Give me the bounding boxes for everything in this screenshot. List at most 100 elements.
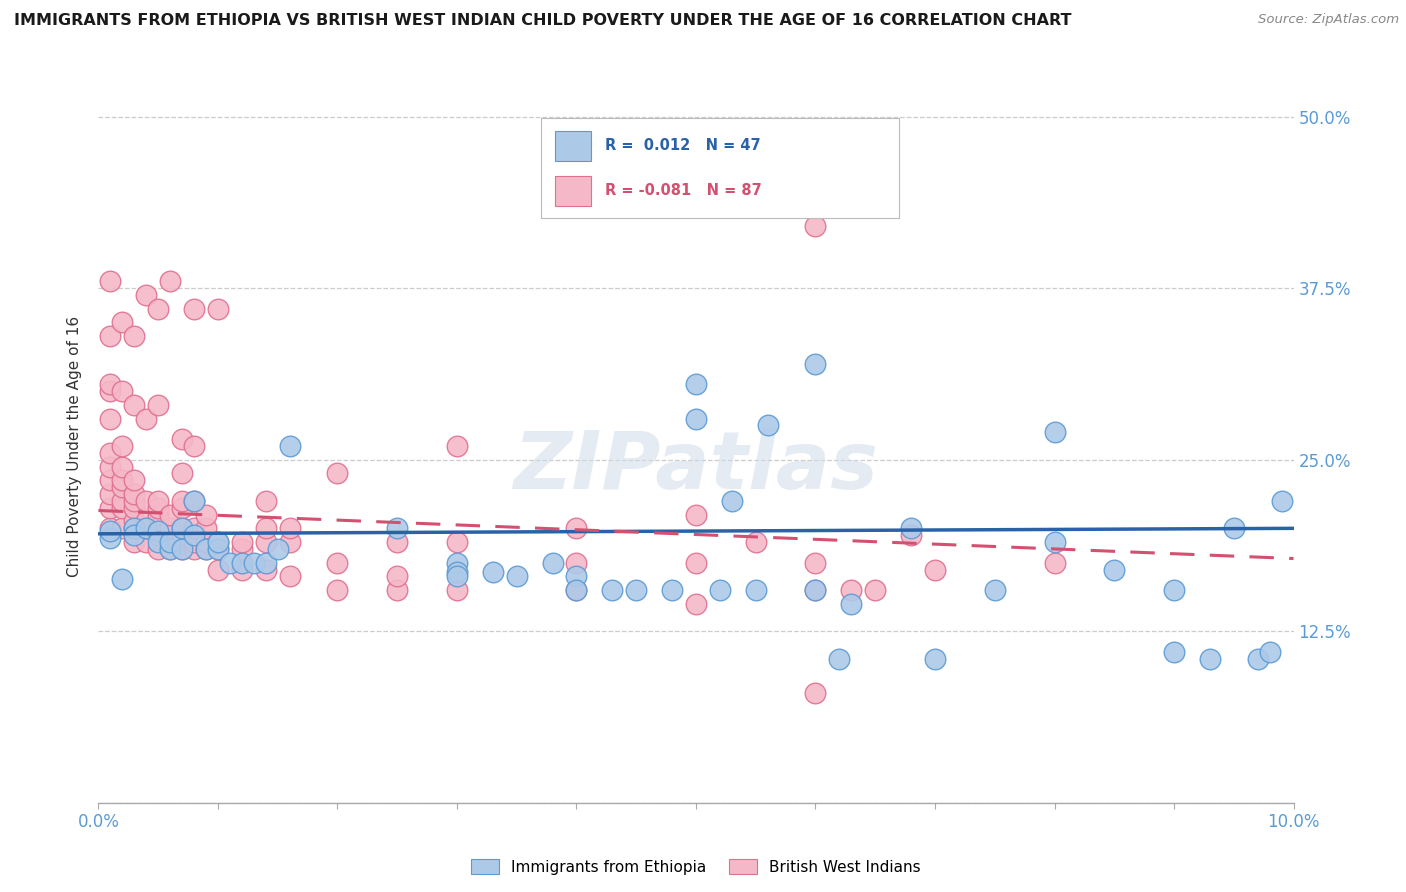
Point (124, 535, 146, 549)
Point (100, 459, 122, 474)
Point (278, 521, 301, 535)
Point (148, 524, 170, 538)
Text: R =  0.012   N = 47: R = 0.012 N = 47 (605, 138, 761, 153)
Point (172, 432, 194, 446)
Point (385, 535, 409, 549)
Point (195, 541, 218, 556)
Point (804, 583, 827, 598)
Point (100, 487, 122, 501)
Point (446, 439, 468, 453)
FancyBboxPatch shape (555, 176, 591, 206)
Point (1258, 645, 1281, 659)
Point (207, 541, 229, 556)
Point (602, 583, 624, 598)
Point (111, 494, 134, 508)
Point (111, 521, 134, 535)
Point (159, 528, 181, 542)
Point (172, 521, 194, 535)
Point (207, 541, 229, 556)
Point (254, 535, 277, 549)
Point (172, 528, 194, 542)
Point (100, 329, 122, 343)
Point (865, 583, 887, 598)
Point (100, 473, 122, 487)
Point (159, 541, 181, 556)
Point (804, 357, 827, 371)
Point (183, 541, 205, 556)
Point (207, 562, 229, 576)
Point (1163, 645, 1185, 659)
Point (172, 521, 194, 535)
Point (183, 494, 205, 508)
Point (207, 535, 229, 549)
Point (541, 556, 564, 570)
Point (828, 651, 851, 665)
Point (231, 556, 253, 570)
Point (924, 651, 946, 665)
Point (111, 439, 134, 453)
Point (148, 535, 170, 549)
Point (111, 480, 134, 494)
Point (172, 467, 194, 481)
Point (1043, 556, 1066, 570)
Point (900, 521, 922, 535)
FancyBboxPatch shape (555, 131, 591, 161)
Point (183, 301, 205, 316)
Point (183, 528, 205, 542)
Point (172, 494, 194, 508)
Point (1247, 651, 1270, 665)
Point (124, 528, 146, 542)
Point (135, 535, 157, 549)
Point (565, 583, 588, 598)
Point (124, 515, 146, 529)
Text: IMMIGRANTS FROM ETHIOPIA VS BRITISH WEST INDIAN CHILD POVERTY UNDER THE AGE OF 1: IMMIGRANTS FROM ETHIOPIA VS BRITISH WEST… (14, 13, 1071, 29)
Point (124, 500, 146, 515)
Point (159, 521, 181, 535)
Point (159, 541, 181, 556)
Point (172, 541, 194, 556)
Point (756, 418, 779, 433)
Point (841, 597, 863, 611)
Point (172, 500, 194, 515)
Point (565, 569, 588, 583)
Point (446, 556, 468, 570)
Point (1163, 583, 1185, 598)
Point (924, 562, 946, 576)
Point (111, 473, 134, 487)
Point (385, 521, 409, 535)
Point (148, 494, 170, 508)
Point (124, 494, 146, 508)
Point (709, 583, 731, 598)
Text: Source: ZipAtlas.com: Source: ZipAtlas.com (1258, 13, 1399, 27)
Point (100, 384, 122, 398)
Point (685, 377, 707, 392)
Point (207, 301, 229, 316)
Point (865, 178, 887, 193)
Point (124, 473, 146, 487)
Point (195, 541, 218, 556)
Point (148, 398, 170, 412)
Point (111, 572, 134, 586)
Point (100, 500, 122, 515)
Point (984, 583, 1007, 598)
Point (1271, 494, 1294, 508)
Point (183, 535, 205, 549)
Point (745, 583, 768, 598)
Point (195, 535, 218, 549)
Point (100, 411, 122, 425)
Point (183, 494, 205, 508)
Point (1104, 562, 1126, 576)
Point (111, 316, 134, 330)
Point (231, 535, 253, 549)
Point (148, 500, 170, 515)
Point (661, 583, 683, 598)
Point (135, 521, 157, 535)
Point (100, 524, 122, 538)
Point (326, 467, 349, 481)
Point (135, 521, 157, 535)
Point (111, 384, 134, 398)
Point (1223, 521, 1246, 535)
Point (685, 411, 707, 425)
Point (135, 411, 157, 425)
Point (804, 556, 827, 570)
